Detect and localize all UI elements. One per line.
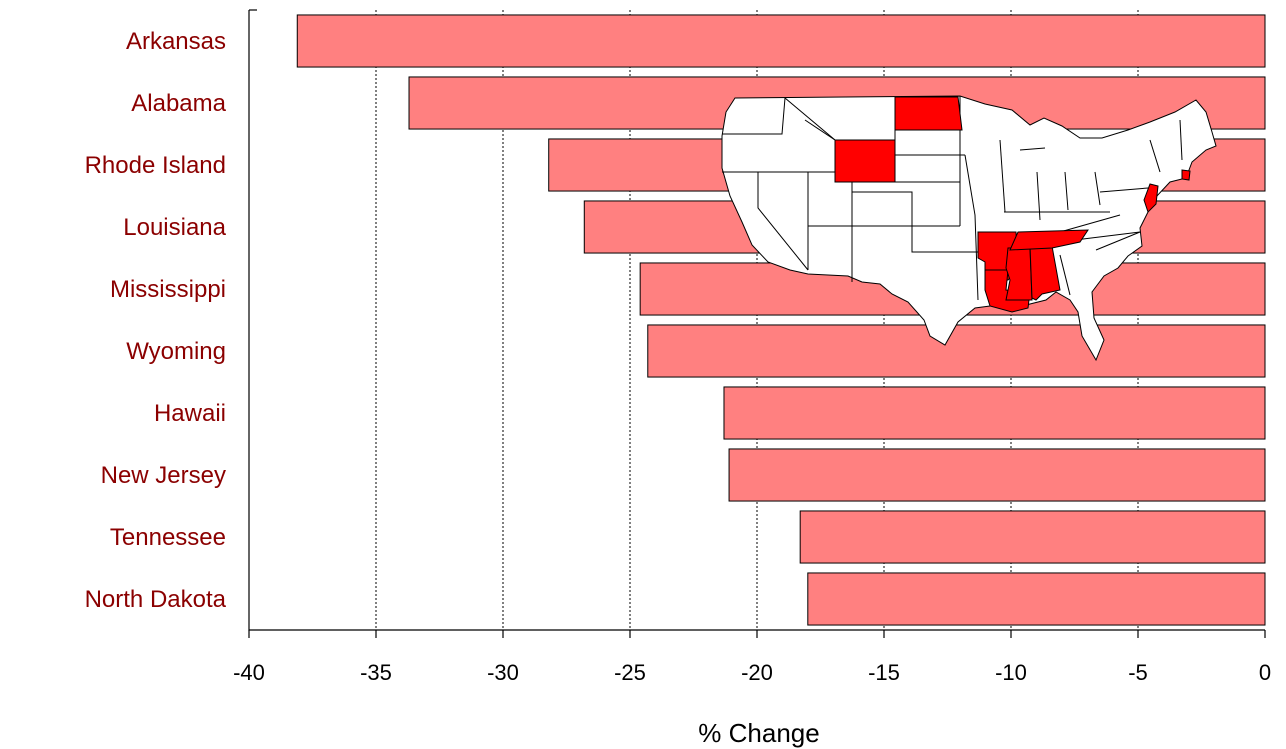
category-label: Hawaii <box>154 400 226 427</box>
state-new-jersey <box>1143 183 1159 213</box>
bar <box>799 510 1266 564</box>
highlighted-states <box>834 96 1191 313</box>
state-tennessee <box>1009 229 1089 251</box>
category-label: Rhode Island <box>85 152 226 179</box>
bar <box>728 448 1266 502</box>
state-borders <box>722 96 1183 301</box>
x-tick-label: -5 <box>1128 660 1148 685</box>
category-label: Tennessee <box>110 524 226 551</box>
category-label: Alabama <box>131 90 226 117</box>
bar <box>807 572 1266 626</box>
us-map-inset <box>721 95 1217 362</box>
labels: Arkansas Alabama Rhode Island Louisiana Miss… <box>85 28 1272 685</box>
bars <box>296 14 1266 626</box>
category-label: Arkansas <box>126 28 226 55</box>
category-label: Louisiana <box>123 214 226 241</box>
x-tick-label: -40 <box>233 660 265 685</box>
category-label: New Jersey <box>101 462 226 489</box>
state-north-dakota <box>894 96 963 131</box>
x-tick-label: -35 <box>360 660 392 685</box>
x-tick-label: -15 <box>868 660 900 685</box>
bar <box>296 14 1266 68</box>
state-mississippi <box>1005 247 1033 301</box>
x-tick-label: -25 <box>614 660 646 685</box>
x-axis-title: % Change <box>698 718 819 748</box>
bar <box>723 386 1266 440</box>
x-tick-label: -30 <box>487 660 519 685</box>
x-tick-label: -20 <box>741 660 773 685</box>
category-label: Mississippi <box>110 276 226 303</box>
x-tick-label: 0 <box>1259 660 1271 685</box>
state-rhode-island <box>1181 169 1191 181</box>
category-label: Wyoming <box>126 338 226 365</box>
axes <box>248 9 1266 638</box>
category-label: North Dakota <box>85 586 227 613</box>
bar <box>647 324 1266 378</box>
state-wyoming <box>834 139 896 183</box>
x-tick-label: -10 <box>995 660 1027 685</box>
